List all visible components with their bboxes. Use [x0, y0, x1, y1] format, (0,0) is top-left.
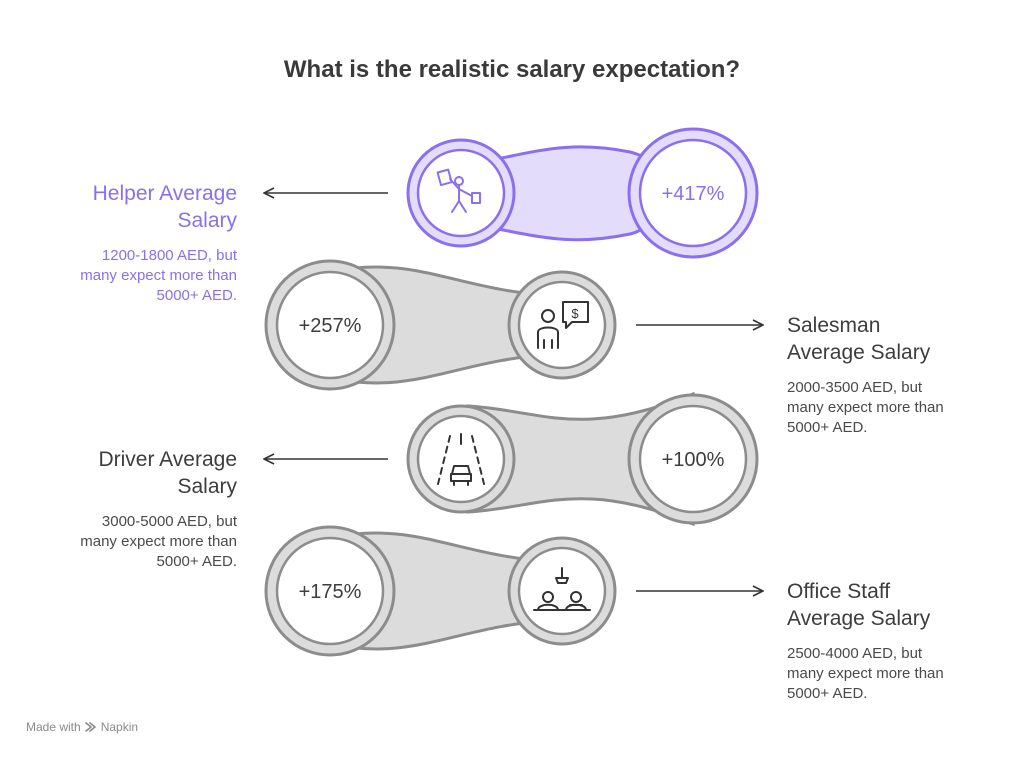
inner-office-icon — [517, 546, 607, 636]
label-helper-desc-line3: 5000+ AED. — [156, 287, 237, 304]
label-driver-heading-line2: Salary — [177, 475, 237, 498]
label-salesman-desc-line1: 2000-3500 AED, but — [787, 379, 923, 396]
label-driver: Driver Average Salary 3000-5000 AED, but… — [0, 446, 237, 572]
napkin-brand-text: Napkin — [100, 720, 139, 734]
svg-text:$: $ — [571, 306, 579, 321]
label-helper-heading: Helper Average Salary — [0, 180, 237, 234]
label-salesman: Salesman Average Salary 2000-3500 AED, b… — [787, 312, 1007, 438]
label-office: Office Staff Average Salary 2500-4000 AE… — [787, 578, 1007, 704]
label-driver-heading-line1: Driver Average — [98, 448, 237, 471]
label-driver-desc: 3000-5000 AED, but many expect more than… — [0, 512, 237, 572]
label-office-desc-line2: many expect more than — [787, 665, 944, 682]
label-salesman-heading-line2: Average Salary — [787, 341, 931, 364]
page-title: What is the realistic salary expectation… — [283, 56, 741, 83]
percent-helper: +417% — [662, 183, 725, 205]
inner-driver-percent — [638, 404, 748, 514]
inner-salesman-percent — [275, 270, 385, 380]
salesperson-icon: $ — [537, 301, 589, 349]
inner-driver-icon — [416, 414, 506, 504]
label-office-heading-line2: Average Salary — [787, 607, 931, 630]
label-helper: Helper Average Salary 1200-1800 AED, but… — [0, 180, 237, 306]
percent-office: +175% — [299, 581, 362, 603]
label-office-desc-line1: 2500-4000 AED, but — [787, 645, 923, 662]
label-office-desc: 2500-4000 AED, but many expect more than… — [787, 644, 1007, 704]
inner-helper-percent — [638, 138, 748, 248]
car-road-icon — [437, 433, 485, 486]
label-helper-desc-line2: many expect more than — [80, 267, 237, 284]
inner-salesman-icon — [517, 280, 607, 370]
office-desk-icon — [533, 567, 591, 611]
label-office-desc-line3: 5000+ AED. — [787, 685, 868, 702]
made-with-text: Made with — [26, 720, 81, 734]
label-helper-heading-line2: Salary — [177, 209, 237, 232]
percent-driver: +100% — [662, 449, 725, 471]
label-driver-heading: Driver Average Salary — [0, 446, 237, 500]
percent-salesman: +257% — [299, 315, 362, 337]
label-helper-desc: 1200-1800 AED, but many expect more than… — [0, 246, 237, 306]
label-salesman-desc: 2000-3500 AED, but many expect more than… — [787, 378, 1007, 438]
inner-office-percent — [275, 536, 385, 646]
label-helper-heading-line1: Helper Average — [92, 182, 237, 205]
row-helper: +417% — [265, 127, 759, 259]
row-office: +175% — [264, 525, 762, 657]
row-driver: +100% — [265, 391, 759, 527]
label-salesman-desc-line2: many expect more than — [787, 399, 944, 416]
delivery-person-icon — [436, 168, 481, 213]
label-salesman-heading-line1: Salesman — [787, 314, 881, 337]
inner-helper-icon — [416, 148, 506, 238]
row-salesman: $ +257% — [264, 259, 762, 391]
label-driver-desc-line1: 3000-5000 AED, but — [101, 513, 237, 530]
napkin-logo-icon — [84, 722, 96, 732]
made-with-napkin[interactable]: Made with Napkin — [26, 720, 138, 734]
label-salesman-heading: Salesman Average Salary — [787, 312, 1007, 366]
label-helper-desc-line1: 1200-1800 AED, but — [101, 247, 237, 264]
label-office-heading-line1: Office Staff — [787, 580, 891, 603]
label-office-heading: Office Staff Average Salary — [787, 578, 1007, 632]
label-driver-desc-line3: 5000+ AED. — [156, 553, 237, 570]
label-driver-desc-line2: many expect more than — [80, 533, 237, 550]
label-salesman-desc-line3: 5000+ AED. — [787, 419, 868, 436]
